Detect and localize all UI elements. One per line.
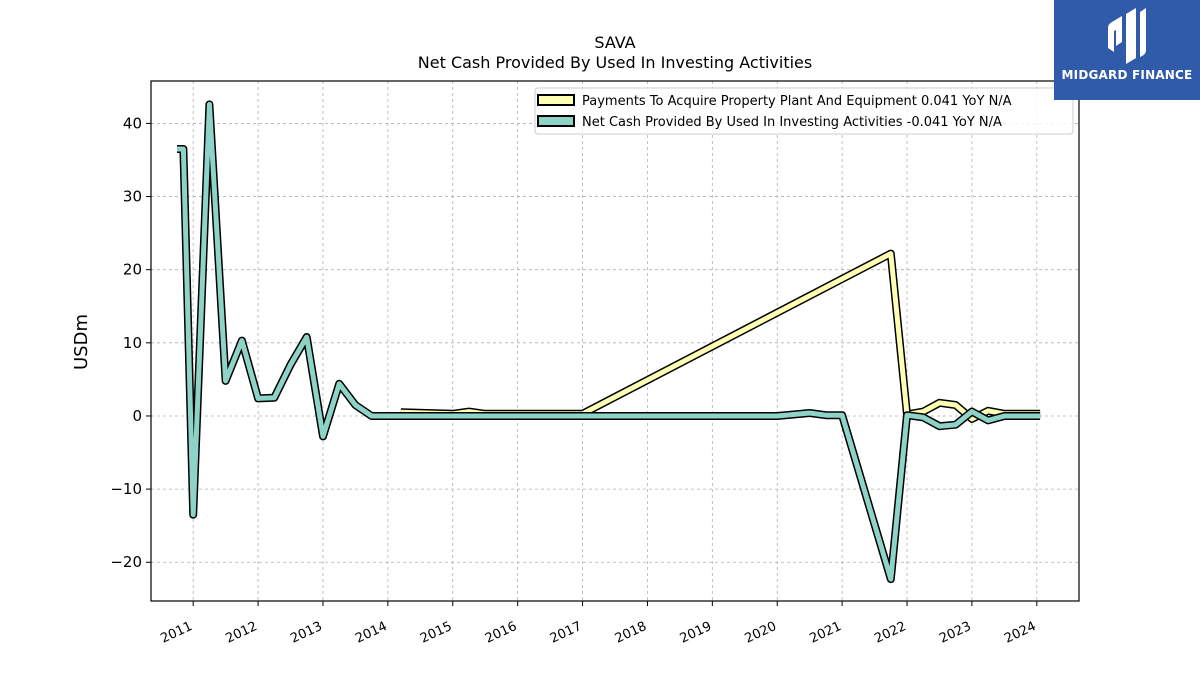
x-tick-label: 2018 bbox=[613, 619, 649, 647]
x-tick-label: 2015 bbox=[418, 619, 454, 647]
x-tick-label: 2016 bbox=[483, 619, 519, 647]
legend-label: Net Cash Provided By Used In Investing A… bbox=[582, 115, 1002, 130]
y-tick-label: 20 bbox=[123, 261, 142, 279]
y-tick-label: −10 bbox=[110, 480, 142, 498]
legend: Payments To Acquire Property Plant And E… bbox=[534, 87, 1074, 135]
x-ticks: 2011 2012 2013 2014 2015 2016 2017 2018 2019 2020… bbox=[159, 601, 1039, 647]
series-2-line bbox=[177, 101, 1041, 582]
x-tick-label: 2014 bbox=[353, 619, 389, 647]
series-layer bbox=[177, 100, 1041, 584]
chart-subtitle: Net Cash Provided By Used In Investing A… bbox=[418, 53, 812, 72]
legend-swatch bbox=[537, 115, 575, 127]
x-tick-label: 2012 bbox=[223, 619, 259, 647]
brand-logo: MIDGARD FINANCE bbox=[1054, 0, 1200, 100]
series-1-line bbox=[400, 251, 1041, 422]
plot-frame bbox=[150, 80, 1080, 602]
legend-label: Payments To Acquire Property Plant And E… bbox=[582, 94, 1012, 109]
legend-swatch bbox=[537, 94, 575, 106]
x-tick-label: 2019 bbox=[678, 619, 714, 647]
x-tick-label: 2017 bbox=[548, 619, 584, 647]
chart-title: SAVA bbox=[594, 33, 635, 52]
y-axis-label: USDm bbox=[71, 314, 92, 370]
brand-name: MIDGARD FINANCE bbox=[1061, 68, 1193, 82]
x-tick-label: 2022 bbox=[872, 619, 908, 647]
x-tick-label: 2024 bbox=[1002, 619, 1038, 647]
legend-box bbox=[534, 87, 1074, 135]
y-tick-label: 10 bbox=[123, 334, 142, 352]
x-tick-label: 2013 bbox=[288, 619, 324, 647]
grid bbox=[151, 81, 1079, 601]
x-tick-label: 2020 bbox=[743, 619, 779, 647]
x-tick-label: 2011 bbox=[159, 619, 195, 647]
y-tick-label: −20 bbox=[110, 553, 142, 571]
x-tick-label: 2023 bbox=[937, 619, 973, 647]
y-tick-label: 0 bbox=[132, 407, 142, 425]
midgard-m-icon bbox=[1108, 8, 1146, 64]
y-ticks: −20 −10 0 10 20 30 40 bbox=[110, 114, 151, 571]
x-tick-label: 2021 bbox=[807, 619, 843, 647]
y-tick-label: 40 bbox=[123, 114, 142, 132]
series-1-outline bbox=[400, 249, 1041, 423]
y-tick-label: 30 bbox=[123, 188, 142, 206]
